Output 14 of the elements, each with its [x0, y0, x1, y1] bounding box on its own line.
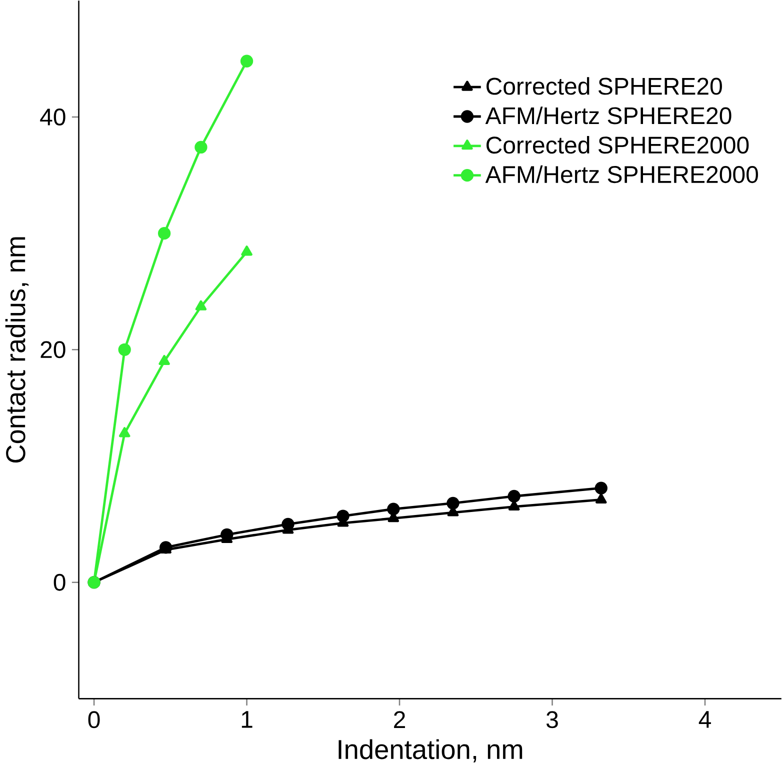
x-axis-title: Indentation, nm — [338, 739, 522, 763]
y-tick-label: 40 — [40, 108, 66, 126]
y-tick-label: 0 — [54, 574, 66, 591]
x-tick-label: 2 — [394, 711, 405, 728]
y-tick-label: 20 — [40, 341, 66, 358]
x-tick-label: 3 — [546, 711, 558, 728]
x-tick-label: 1 — [242, 711, 252, 728]
legend-label: Corrected SPHERE2000 — [486, 136, 749, 154]
x-tick-label: 4 — [698, 711, 711, 728]
y-axis-title: Contact radius, nm — [5, 237, 29, 463]
legend-label: Corrected SPHERE20 — [486, 77, 722, 95]
legend-label: AFM/Hertz SPHERE2000 — [485, 166, 758, 184]
x-tick-label: 0 — [88, 711, 100, 728]
legend-label: AFM/Hertz SPHERE20 — [485, 106, 732, 124]
